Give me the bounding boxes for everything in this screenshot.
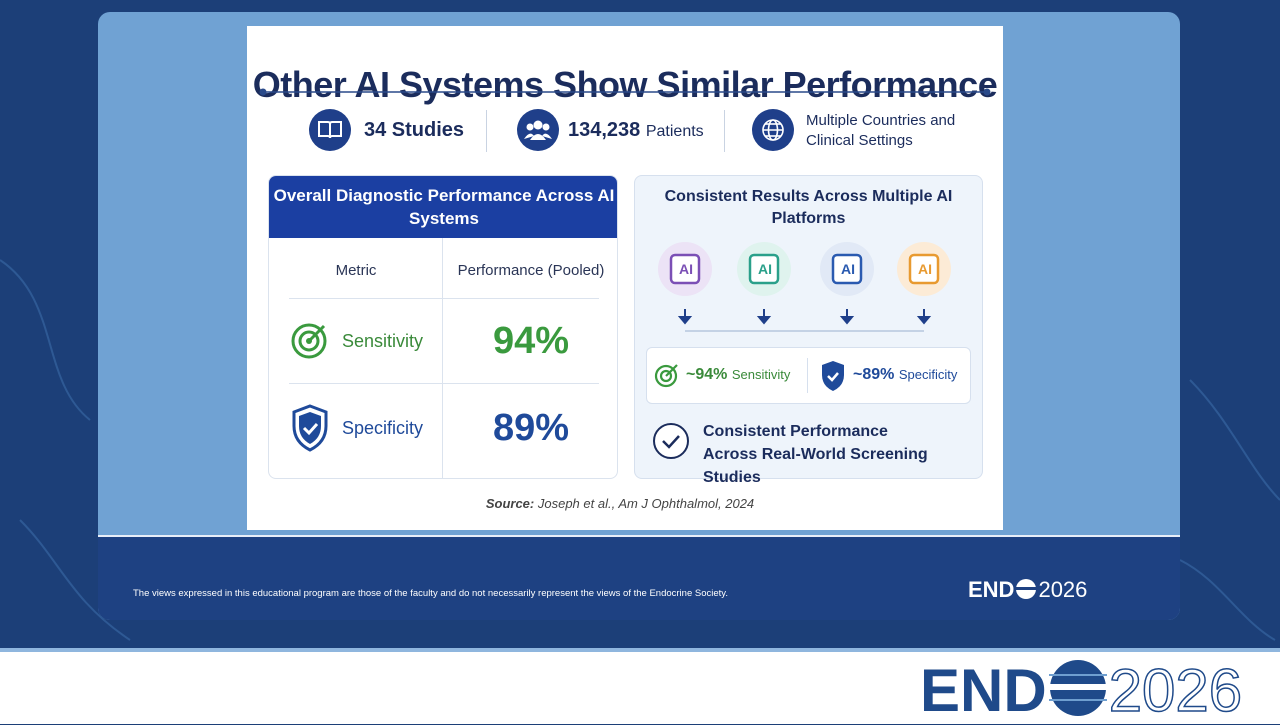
summary-label: Specificity: [898, 367, 958, 382]
source-text: Joseph et al., Am J Ophthalmol, 2024: [537, 496, 755, 511]
footer-logo: END 2026: [968, 577, 1087, 603]
title-rule: [259, 88, 991, 96]
check-icon: [653, 423, 689, 459]
platform-label: AI: [679, 261, 693, 277]
patients-number: 134,238: [568, 119, 641, 141]
summary-value: ~94%: [686, 366, 728, 383]
metric-label: Sensitivity: [342, 331, 424, 351]
patients-unit: Patients: [645, 123, 704, 140]
book-icon: [309, 109, 351, 151]
summary-value: ~89%: [853, 366, 895, 383]
panel-title: Consistent Results Across Multiple AI Pl…: [664, 188, 953, 227]
row-divider: [289, 383, 599, 384]
platforms-panel: Consistent Results Across Multiple AI Pl…: [634, 175, 983, 486]
column-header: Metric: [335, 262, 377, 279]
divider: [807, 358, 808, 393]
slide-card: Other AI Systems Show Similar Performanc…: [247, 26, 1003, 530]
column-divider: [442, 238, 443, 478]
logo-right: 2026: [1038, 577, 1088, 602]
vessel: [0, 259, 91, 421]
platform-label: AI: [758, 261, 772, 277]
performance-table: Overall Diagnostic Performance Across AI…: [268, 175, 618, 479]
disclaimer: The views expressed in this educational …: [133, 588, 728, 599]
target-icon: [654, 364, 678, 388]
divider: [724, 110, 725, 152]
platform-label: AI: [841, 261, 855, 277]
slide-title: Other AI Systems Show Similar Performanc…: [252, 64, 998, 105]
logo-left: END: [968, 577, 1015, 602]
bottom-logo: END 2026: [920, 656, 1243, 725]
stat-settings: Multiple Countries and Clinical Settings: [806, 112, 956, 149]
vessel: [1189, 379, 1280, 501]
target-icon: [291, 323, 327, 359]
shield-icon: [292, 404, 328, 452]
summary-specificity: ~89% Specificity: [853, 366, 957, 384]
source: Source: Joseph et al., Am J Ophthalmol, …: [247, 496, 993, 511]
platform-diagram: [658, 242, 951, 332]
metric-label: Specificity: [342, 418, 424, 438]
platform-chips: [658, 242, 951, 296]
logo-globe: [1048, 660, 1107, 716]
row-divider: [289, 298, 599, 299]
conclusion: Consistent Performance Across Real-World…: [703, 423, 928, 486]
people-icon: [517, 109, 559, 151]
globe-icon: [752, 109, 794, 151]
metric-value: 94%: [492, 320, 570, 362]
summary-label: Sensitivity: [731, 367, 791, 382]
logo-globe: [1015, 579, 1038, 599]
stat-patients: 134,238 Patients: [568, 119, 704, 142]
shield-icon: [822, 361, 844, 391]
logo-right: 2026: [1108, 656, 1243, 725]
stat-studies: 34 Studies: [364, 119, 465, 141]
vessel: [19, 519, 131, 641]
summary-box: ~94% Sensitivity ~89% Specificity: [646, 347, 971, 404]
vessel: [1179, 559, 1276, 641]
divider: [486, 110, 487, 152]
metric-value: 89%: [492, 407, 570, 449]
summary-sensitivity: ~94% Sensitivity: [686, 366, 790, 384]
logo-left: END: [920, 657, 1047, 724]
platform-label: AI: [918, 261, 932, 277]
table-header: Overall Diagnostic Performance Across AI…: [269, 176, 617, 238]
source-label: Source:: [485, 496, 535, 511]
bottom-strip: END 2026: [0, 648, 1280, 725]
column-header: Performance (Pooled): [457, 262, 605, 279]
footer-band: The views expressed in this educational …: [98, 535, 1180, 620]
